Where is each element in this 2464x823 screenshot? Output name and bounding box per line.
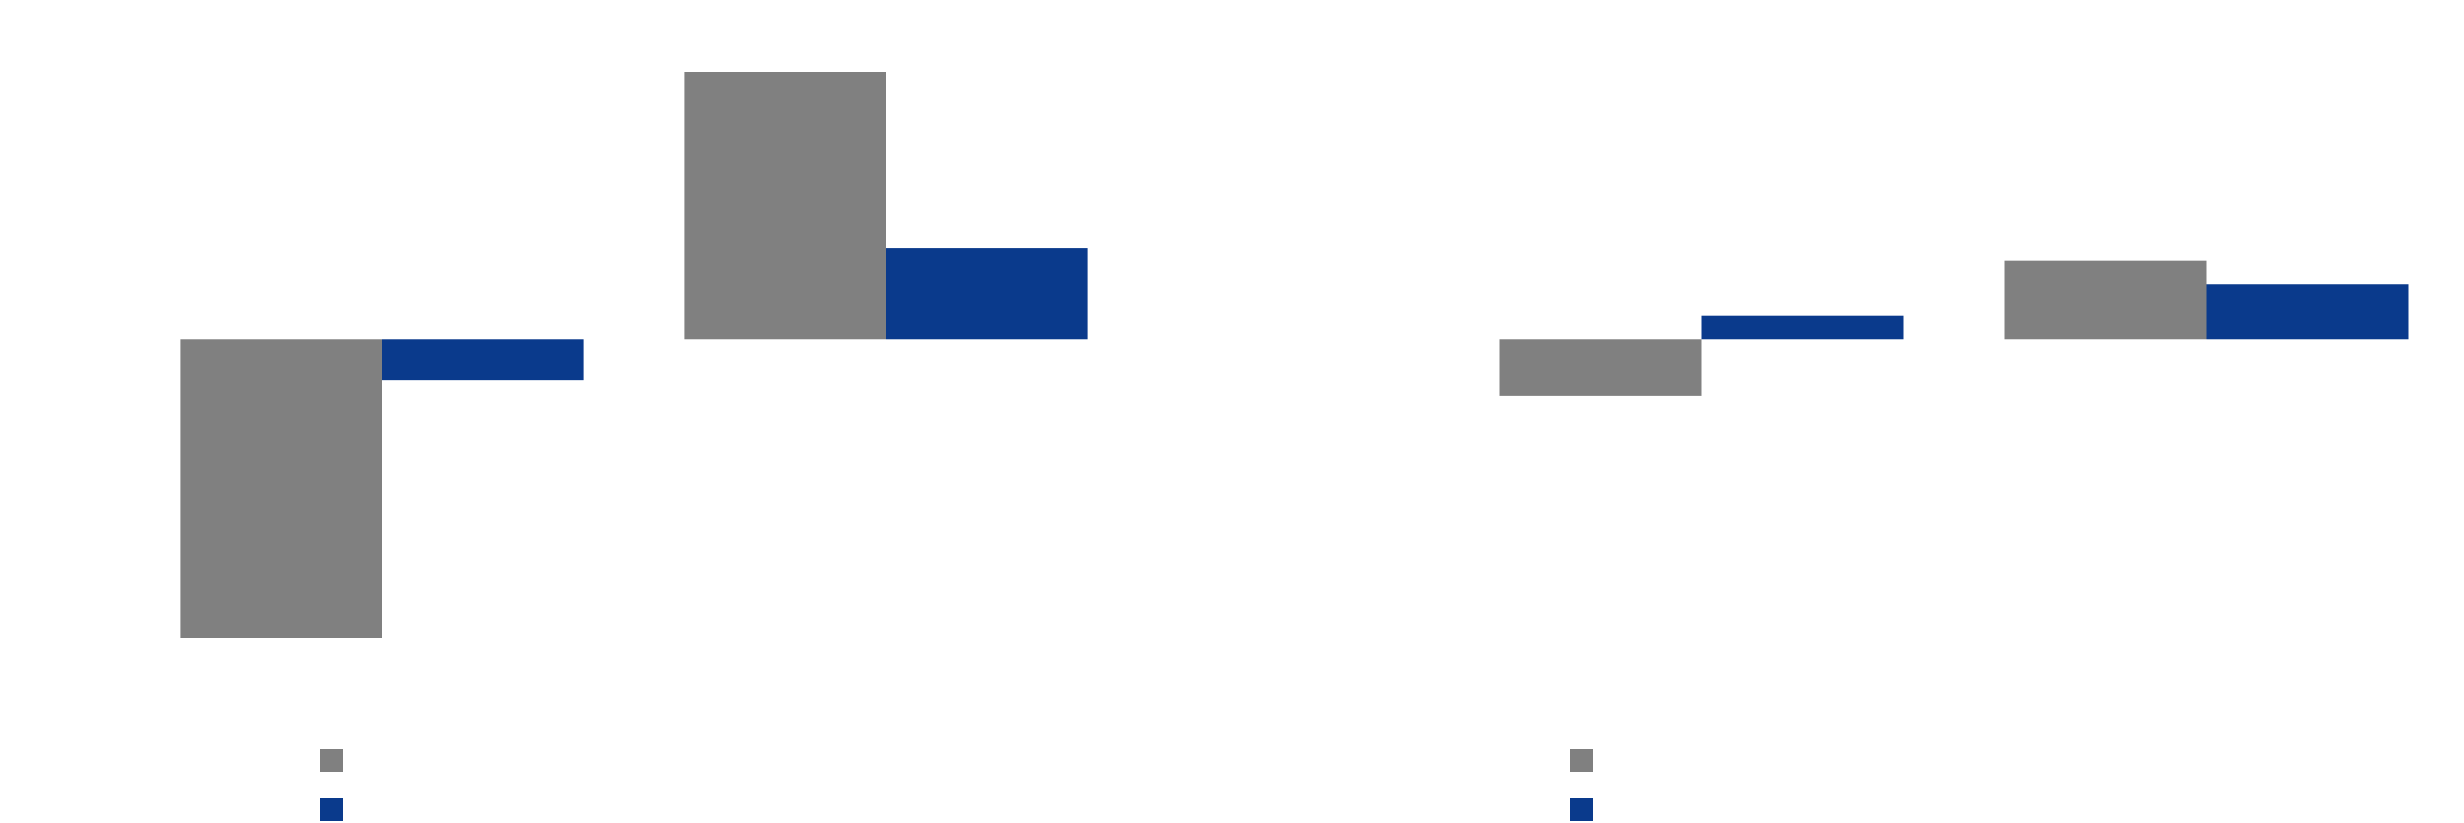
bar	[1499, 339, 1702, 396]
bar	[684, 72, 886, 340]
bar	[2206, 284, 2409, 340]
bar	[2004, 260, 2207, 340]
legend-swatch	[1570, 749, 1593, 772]
bar	[886, 248, 1088, 340]
legend-swatch	[320, 749, 343, 772]
bar	[1701, 315, 1904, 340]
legend-swatch	[320, 798, 343, 821]
legend-swatch	[1570, 798, 1593, 821]
bar	[180, 339, 382, 638]
bar	[382, 339, 584, 381]
